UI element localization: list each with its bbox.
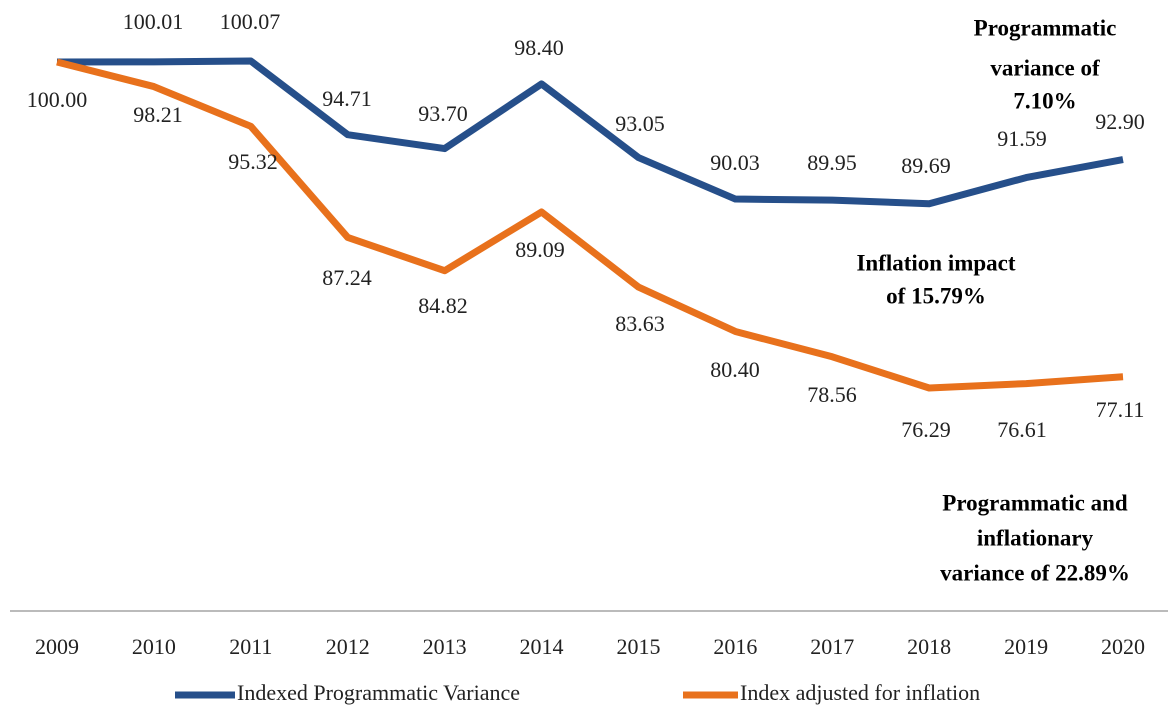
annotation: Programmatic	[974, 15, 1117, 40]
data-label: 80.40	[710, 357, 760, 382]
annotation: variance of 22.89%	[940, 560, 1130, 585]
x-tick-label: 2012	[326, 634, 370, 659]
legend-label: Index adjusted for inflation	[740, 680, 980, 705]
annotation: of 15.79%	[886, 283, 986, 308]
data-label: 76.29	[901, 417, 951, 442]
line-series	[56, 57, 1124, 208]
x-tick-label: 2020	[1101, 634, 1145, 659]
annotation: Programmatic and	[942, 490, 1128, 515]
x-tick-label: 2015	[616, 634, 660, 659]
data-label: 83.63	[615, 311, 665, 336]
data-label: 92.90	[1095, 109, 1145, 134]
x-tick-label: 2009	[35, 634, 79, 659]
data-label: 90.03	[710, 150, 760, 175]
data-label: 100.00	[27, 87, 88, 112]
line-series	[56, 58, 1124, 392]
data-label: 95.32	[228, 149, 278, 174]
annotation: inflationary	[977, 525, 1094, 550]
data-label: 78.56	[807, 382, 857, 407]
x-tick-label: 2019	[1004, 634, 1048, 659]
data-label: 98.40	[514, 35, 564, 60]
data-label: 89.69	[901, 153, 951, 178]
x-tick-label: 2010	[132, 634, 176, 659]
data-label: 89.09	[515, 237, 565, 262]
data-label: 100.07	[220, 9, 281, 34]
data-label: 91.59	[997, 126, 1047, 151]
annotation: variance of	[990, 55, 1100, 80]
x-tick-label: 2017	[810, 634, 854, 659]
data-label: 84.82	[418, 293, 468, 318]
legend-label: Indexed Programmatic Variance	[237, 680, 520, 705]
data-label: 94.71	[322, 86, 372, 111]
x-tick-label: 2013	[423, 634, 467, 659]
data-label: 89.95	[807, 150, 857, 175]
annotation: 7.10%	[1013, 88, 1076, 113]
data-label: 100.00	[27, 87, 88, 112]
annotation: Inflation impact	[856, 250, 1015, 275]
data-label: 98.21	[133, 102, 183, 127]
data-label: 100.01	[123, 9, 184, 34]
x-tick-label: 2014	[520, 634, 564, 659]
data-label: 87.24	[322, 265, 372, 290]
x-tick-label: 2011	[229, 634, 272, 659]
data-label: 93.05	[615, 111, 665, 136]
data-label: 93.70	[418, 101, 468, 126]
x-tick-label: 2018	[907, 634, 951, 659]
data-label: 77.11	[1096, 397, 1145, 422]
data-label: 76.61	[997, 417, 1047, 442]
x-tick-label: 2016	[713, 634, 757, 659]
